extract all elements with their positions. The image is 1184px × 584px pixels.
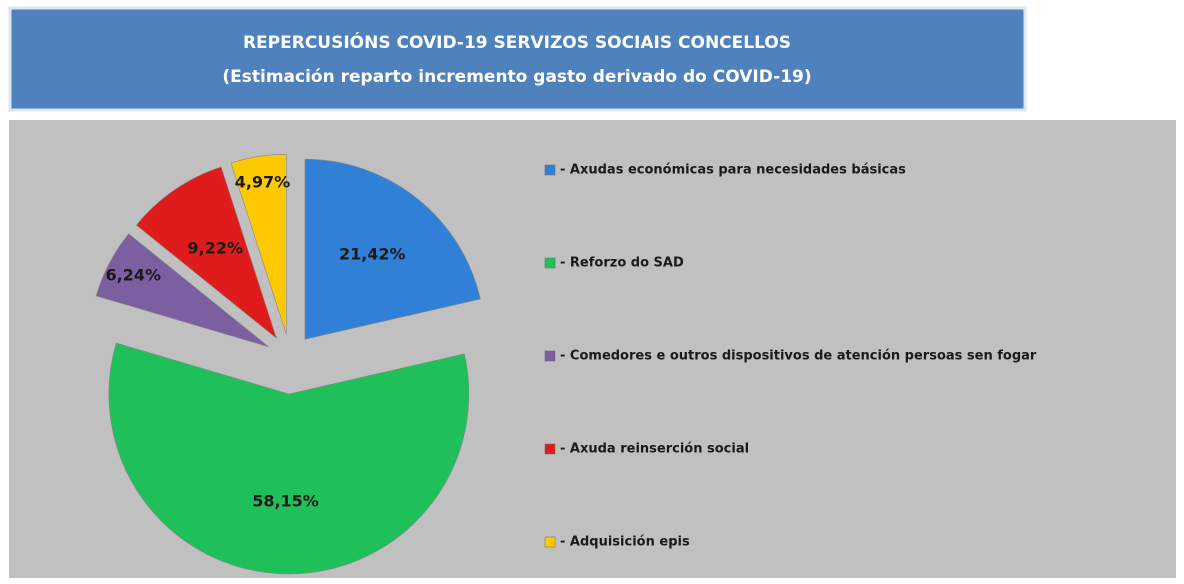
data-label: 4,97%	[235, 173, 291, 192]
pie-slice	[230, 153, 287, 335]
legend-swatch	[544, 350, 556, 362]
legend-swatch	[544, 536, 556, 548]
data-label: 58,15%	[252, 491, 319, 510]
legend-swatch	[544, 164, 556, 176]
legend-swatch	[544, 257, 556, 269]
pie-slice	[135, 166, 278, 340]
data-label: 6,24%	[106, 265, 162, 284]
title-box	[8, 6, 1027, 112]
chart-subtitle: (Estimación reparto incremento gasto der…	[222, 67, 811, 87]
legend-label: - Adquisición epis	[560, 535, 690, 550]
chart-title: REPERCUSIÓNS COVID-19 SERVIZOS SOCIAIS C…	[243, 31, 791, 53]
legend-label: - Reforzo do SAD	[560, 256, 684, 271]
data-label: 9,22%	[187, 239, 243, 258]
pie-slice	[95, 233, 269, 348]
pie-slice	[304, 158, 481, 340]
legend-label: - Axudas económicas para necesidades bás…	[560, 163, 906, 178]
pie-slice	[108, 342, 470, 575]
legend-label: - Axuda reinserción social	[560, 442, 749, 457]
legend-label: - Comedores e outros dispositivos de ate…	[560, 349, 1037, 364]
legend-swatch	[544, 443, 556, 455]
data-label: 21,42%	[339, 244, 406, 263]
